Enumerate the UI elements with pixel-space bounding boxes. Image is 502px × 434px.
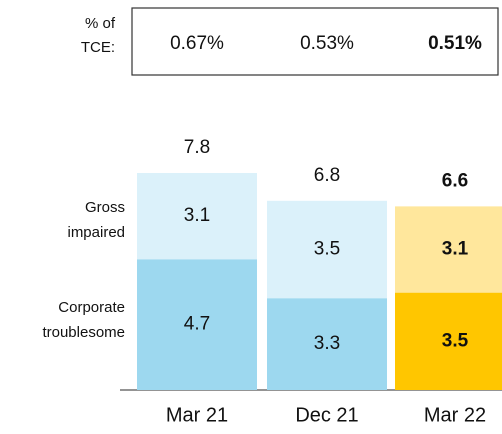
tce-value: 0.53%	[300, 33, 354, 54]
legend-label: Gross impaired	[67, 199, 126, 241]
segment-label: 3.1	[442, 239, 469, 260]
segment-label: 3.5	[442, 330, 469, 351]
tce-label: % of	[85, 15, 116, 32]
segment-label: 4.7	[184, 314, 210, 335]
x-tick-label: Mar 21	[166, 404, 228, 426]
x-tick-label: Dec 21	[295, 404, 358, 426]
bar-segment	[395, 292, 502, 390]
segment-label: 3.1	[184, 205, 210, 226]
segment-label: 3.5	[314, 239, 340, 260]
tce-box	[131, 7, 499, 76]
bar-segment	[395, 206, 502, 293]
bar-segment	[137, 259, 257, 390]
tce-value: 0.51%	[428, 33, 482, 54]
total-label: 6.8	[314, 165, 340, 186]
bar-segment	[267, 200, 387, 299]
total-label: 6.6	[442, 170, 468, 191]
segment-label: 3.3	[314, 333, 340, 354]
bar-segment	[267, 298, 387, 390]
x-tick-label: Mar 22	[424, 404, 486, 426]
tce-label: TCE:	[81, 39, 115, 56]
tce-value: 0.67%	[170, 33, 224, 54]
legend-label: Corporate troublesome	[42, 299, 125, 341]
total-label: 7.8	[184, 137, 210, 158]
bar-segment	[137, 173, 257, 260]
